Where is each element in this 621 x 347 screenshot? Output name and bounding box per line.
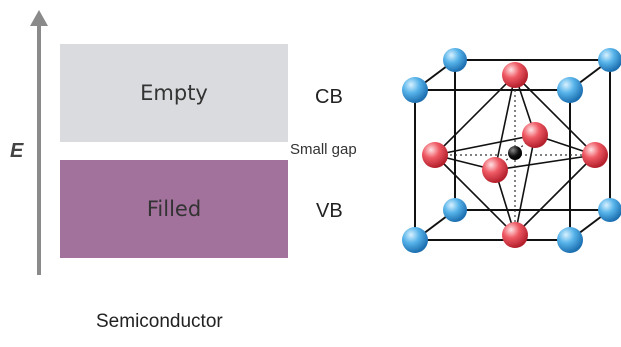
cb-label: CB — [315, 86, 343, 108]
perovskite-unit-cell-icon — [402, 48, 621, 253]
filled-band-label: Filled — [146, 197, 202, 221]
valence-band-box: Filled — [60, 160, 288, 258]
vb-label: VB — [316, 200, 343, 222]
energy-axis-label: E — [10, 140, 24, 162]
conduction-band-box: Empty — [60, 44, 288, 142]
semiconductor-caption: Semiconductor — [96, 311, 223, 332]
small-gap-label: Small gap — [290, 141, 357, 158]
empty-band-label: Empty — [140, 81, 208, 105]
